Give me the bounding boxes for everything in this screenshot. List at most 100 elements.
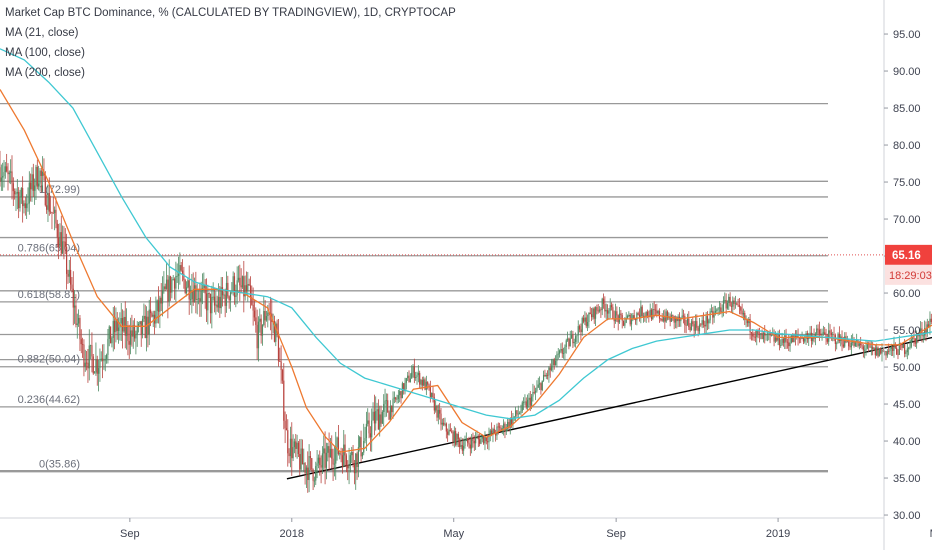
- candle-body: [208, 293, 210, 294]
- candle-body: [184, 279, 186, 293]
- candle-body: [46, 205, 48, 210]
- candle-body: [304, 463, 306, 474]
- candle-body: [661, 319, 663, 321]
- candle-body: [88, 345, 90, 369]
- candle-body: [360, 437, 362, 457]
- candle-body: [320, 465, 322, 468]
- candle-body: [488, 435, 490, 443]
- candle-body: [433, 397, 435, 411]
- candle-body: [749, 318, 751, 333]
- candle-body: [380, 414, 382, 424]
- candle-body: [459, 439, 461, 447]
- candle-body: [428, 384, 430, 388]
- candle-body: [893, 343, 895, 352]
- y-tick-label: 40.00: [893, 436, 921, 448]
- candle-body: [566, 338, 569, 341]
- candle-body: [762, 333, 765, 340]
- candle-body: [54, 209, 56, 214]
- candle-body: [327, 446, 329, 453]
- candle-body: [512, 417, 514, 425]
- y-tick-label: 70.00: [893, 214, 921, 226]
- candle-body: [436, 405, 438, 418]
- candle-body: [261, 324, 264, 336]
- candle-body: [540, 383, 542, 391]
- candle-body: [217, 296, 220, 308]
- y-tick-label: 95.00: [893, 29, 921, 41]
- candle-body: [209, 293, 212, 314]
- candle-body: [740, 307, 742, 311]
- candle-body: [319, 457, 321, 466]
- candle-body: [451, 431, 453, 433]
- candle-body: [521, 402, 523, 411]
- candle-body: [460, 444, 462, 447]
- candle-body: [145, 316, 148, 338]
- legend-ma100[interactable]: MA (100, close): [5, 47, 85, 59]
- candle-body: [581, 318, 583, 333]
- candle-body: [620, 313, 622, 316]
- candle-body: [89, 345, 92, 347]
- candle-body: [744, 312, 746, 320]
- candle-body: [828, 330, 830, 342]
- candle-body: [337, 437, 340, 454]
- candle-body: [303, 463, 305, 465]
- candle-body: [848, 341, 850, 347]
- countdown-label: 18:29:03: [889, 270, 932, 282]
- legend-ma200[interactable]: MA (200, close): [5, 67, 85, 79]
- candle-body: [113, 320, 116, 333]
- candle-body: [849, 346, 851, 348]
- candle-body: [519, 413, 521, 414]
- candle-body: [596, 307, 598, 311]
- candle-body: [632, 315, 634, 319]
- candle-body: [96, 359, 98, 374]
- candle-body: [858, 343, 860, 346]
- legend-ma21[interactable]: MA (21, close): [5, 27, 79, 39]
- candle-body: [291, 438, 293, 459]
- candle-body: [877, 347, 879, 357]
- candle-body: [87, 362, 89, 369]
- candle-body: [205, 293, 208, 311]
- candle-body: [70, 269, 72, 285]
- chart-title[interactable]: Market Cap BTC Dominance, % (CALCULATED …: [5, 7, 456, 19]
- candle-body: [415, 376, 417, 379]
- candle-body: [115, 319, 117, 333]
- candle-body: [312, 469, 314, 481]
- candle-body: [207, 293, 209, 311]
- candle-body: [481, 436, 483, 439]
- candle-body: [139, 321, 141, 324]
- candle-body: [720, 307, 722, 312]
- candle-body: [545, 374, 547, 377]
- candle-body: [812, 336, 814, 342]
- candle-body: [894, 343, 896, 348]
- candle-body: [455, 431, 457, 445]
- candle-body: [343, 444, 345, 467]
- candle-body: [0, 177, 2, 182]
- candle-body: [750, 332, 753, 334]
- candle-body: [239, 277, 241, 286]
- candle-body: [396, 399, 398, 400]
- candle-body: [768, 333, 770, 335]
- candle-body: [590, 314, 593, 318]
- candle-body: [523, 402, 525, 404]
- candle-body: [920, 328, 922, 334]
- candle-body: [187, 280, 189, 288]
- candle-body: [3, 172, 5, 177]
- candle-body: [155, 311, 157, 324]
- candle-body: [841, 336, 843, 345]
- candle-body: [373, 411, 375, 424]
- candle-body: [441, 422, 443, 425]
- candle-body: [181, 270, 184, 274]
- candle-body: [461, 444, 463, 451]
- candle-body: [785, 335, 787, 342]
- candle-body: [656, 310, 658, 314]
- candle-body: [533, 391, 535, 393]
- candle-body: [385, 400, 387, 402]
- candle-body: [215, 304, 217, 306]
- candle-body: [107, 338, 109, 355]
- candle-body: [701, 320, 703, 325]
- candle-body: [530, 396, 533, 406]
- candle-body: [476, 437, 478, 439]
- candle-body: [826, 338, 828, 342]
- candle-body: [552, 359, 554, 366]
